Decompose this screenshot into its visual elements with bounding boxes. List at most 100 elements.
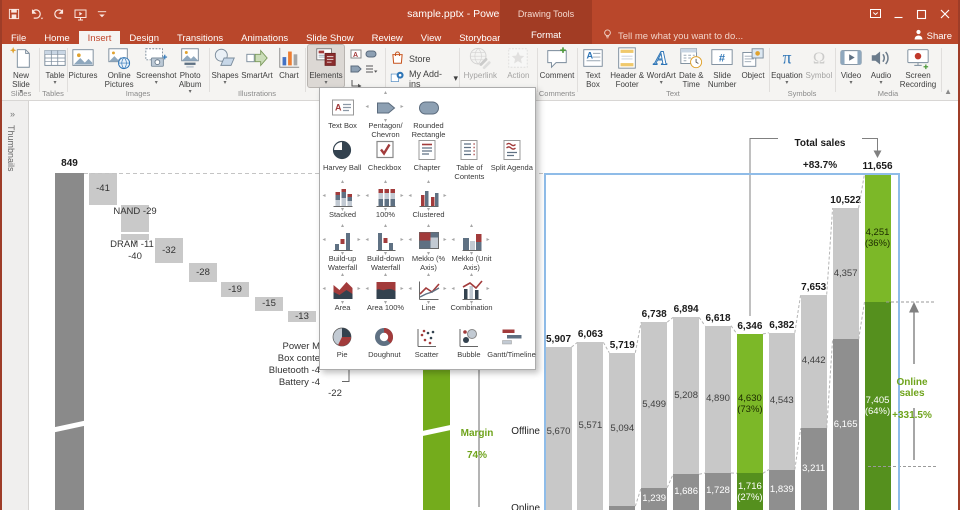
gallery-item-area[interactable]: ▴ ▾ ◂ ▸ Area <box>321 272 364 313</box>
tell-me-box[interactable]: Tell me what you want to do... <box>602 28 743 44</box>
button-chart[interactable]: Chart <box>274 45 304 81</box>
gallery-item-text-box[interactable]: A Text Box <box>321 96 364 139</box>
button-equation[interactable]: π Equation ▾ <box>770 45 804 87</box>
tab-format[interactable]: Format <box>500 28 592 44</box>
tab-review[interactable]: Review <box>371 33 403 44</box>
button-elements[interactable]: Elements ▾ <box>307 43 345 89</box>
nudge-arrow-icon: ▴ <box>469 272 474 278</box>
button-smartart[interactable]: SmartArt <box>240 45 274 81</box>
g-bubble-icon <box>456 325 482 349</box>
tab-animations[interactable]: Animations <box>241 33 289 44</box>
waterfall-item-label: Power M <box>282 341 320 352</box>
gallery-item-mekko-%-axis-[interactable]: ▴ ▾ ◂ ▸ Mekko (% Axis) <box>407 223 450 272</box>
gallery-item-checkbox[interactable]: Checkbox <box>363 138 405 181</box>
button-screen-recording[interactable]: Screen Recording <box>896 45 940 90</box>
button-row: Pictures Online Pictures Screenshot ▾ Photo … <box>68 45 208 96</box>
button-date-time[interactable]: Date & Time <box>676 45 706 90</box>
tab-design[interactable]: Design <box>129 33 159 44</box>
gallery-item-pie[interactable]: Pie <box>321 325 363 360</box>
tab-home[interactable]: Home <box>44 33 70 44</box>
gallery-item-build-down-waterfall[interactable]: ▴ ▾ ◂ ▸ Build-down Waterfall <box>364 223 407 272</box>
button-pictures[interactable]: Pictures <box>68 45 98 81</box>
gallery-item-bubble[interactable]: Bubble <box>448 325 490 360</box>
mini-textbox-icon[interactable]: A <box>350 48 364 62</box>
button-label: Audio <box>870 71 892 80</box>
gallery-item-area-100%[interactable]: ▴ ▾ ◂ ▸ Area 100% <box>364 272 407 313</box>
gallery-item-clustered[interactable]: ▴ ▾ ◂ ▸ Clustered <box>407 179 450 220</box>
tab-storyboarding[interactable]: Storyboarding <box>459 33 519 44</box>
mini-list-icon[interactable] <box>365 63 379 77</box>
gallery-item-harvey-ball[interactable]: Harvey Ball <box>321 138 363 181</box>
button-online-pictures[interactable]: Online Pictures <box>98 45 140 90</box>
action-icon <box>506 46 530 70</box>
gallery-item-pentagon-chevron[interactable]: ▴ ▾ ◂ ▸ Pentagon/ Chevron <box>364 90 407 139</box>
gallery-item-mekko-unit-axis-[interactable]: ▴ ▾ ◂ ▸ Mekko (Unit Axis) <box>450 223 493 272</box>
button-audio[interactable]: Audio ▾ <box>866 45 896 87</box>
offline-value-label: 5,499 <box>642 398 667 410</box>
gallery-item-table-of-contents[interactable]: Table of Contents <box>448 138 490 181</box>
ribbon-display-options-icon[interactable] <box>864 0 887 28</box>
tab-file[interactable]: File <box>11 33 27 44</box>
nudge-arrow-icon: ▾ <box>469 251 474 257</box>
g-checkbox-icon <box>372 138 398 162</box>
nudge-arrow-icon: ▾ <box>340 300 345 306</box>
save-icon[interactable] <box>8 8 20 20</box>
slide-canvas[interactable]: 849 -41 -32 -28 -19 -15 -13 NAND -29 DRAM -11 -40… <box>29 101 942 510</box>
tab-slide-show[interactable]: Slide Show <box>306 33 354 44</box>
button-label: Screen Recording <box>899 71 937 90</box>
button-store[interactable]: Store <box>390 50 431 67</box>
tab-view[interactable]: View <box>420 33 442 44</box>
gallery-item-line[interactable]: ▴ ▾ ◂ ▸ Line <box>407 272 450 313</box>
g-rounded-icon <box>416 96 442 120</box>
button-header-footer[interactable]: Header & Footer <box>608 45 646 90</box>
collapse-ribbon-icon[interactable]: ▲ <box>944 87 952 96</box>
close-icon[interactable] <box>933 0 956 28</box>
button-text-box[interactable]: A Text Box <box>578 45 608 90</box>
gallery-item-label: Pie <box>336 350 348 359</box>
dropdown-arrow-icon: ▾ <box>53 80 57 87</box>
gallery-item-stacked[interactable]: ▴ ▾ ◂ ▸ Stacked <box>321 179 364 220</box>
button-slide-number[interactable]: # Slide Number <box>706 45 738 90</box>
nudge-arrow-icon: ◂ <box>322 286 326 292</box>
button-video[interactable]: Video ▾ <box>836 45 866 87</box>
gallery-item-chapter[interactable]: Chapter <box>406 138 448 181</box>
button-photo-album[interactable]: Photo Album ▾ <box>172 45 208 96</box>
waterfall-step-label: -19 <box>228 283 242 295</box>
gallery-item-doughnut[interactable]: Doughnut <box>363 325 405 360</box>
button-comment[interactable]: Comment <box>539 45 576 81</box>
elements-icon <box>314 46 338 70</box>
button-shapes[interactable]: Shapes ▾ <box>210 45 240 87</box>
mini-pentagon-icon[interactable] <box>350 63 364 77</box>
button-object[interactable]: Object <box>738 45 768 81</box>
offline-value-label: 4,890 <box>706 393 730 405</box>
mini-rounded-rect-icon[interactable] <box>365 48 379 62</box>
gallery-item-rounded-rectangle[interactable]: Rounded Rectangle <box>407 96 450 139</box>
nudge-arrow-icon: ▾ <box>383 251 388 257</box>
gallery-item-combination[interactable]: ▴ ▾ ◂ ▸ Combination <box>450 272 493 313</box>
gallery-item-split-agenda[interactable]: Split Agenda <box>491 138 533 181</box>
g-area-icon: ▴ ▾ ◂ ▸ <box>323 272 361 306</box>
tab-insert[interactable]: Insert <box>78 31 121 47</box>
share-button[interactable]: Share <box>914 28 952 44</box>
minimize-icon[interactable] <box>887 0 910 28</box>
redo-icon[interactable] <box>53 8 65 20</box>
stacked-bar-total-label: 10,522 <box>830 195 861 207</box>
tab-transitions[interactable]: Transitions <box>177 33 224 44</box>
button-my-add-ins[interactable]: My Add-ins ▾ <box>390 69 458 89</box>
waterfall-step-label: -41 <box>96 183 110 194</box>
gallery-item-build-up-waterfall[interactable]: ▴ ▾ ◂ ▸ Build-up Waterfall <box>321 223 364 272</box>
gallery-item-scatter[interactable]: Scatter <box>406 325 448 360</box>
thumbnails-pane[interactable]: » Thumbnails <box>2 101 29 510</box>
maximize-icon[interactable] <box>910 0 933 28</box>
group-separator <box>39 48 40 92</box>
button-label: Hyperlink <box>463 71 497 80</box>
undo-icon[interactable] <box>29 8 44 20</box>
gallery-item-gantt-timeline[interactable]: Gantt/Timeline <box>487 325 536 360</box>
button-table[interactable]: Table ▾ <box>40 45 70 87</box>
button-new-slide[interactable]: New Slide ▾ <box>4 45 38 96</box>
customize-qat-icon[interactable] <box>96 8 108 20</box>
button-screenshot[interactable]: Screenshot ▾ <box>136 45 177 87</box>
slideshow-icon[interactable] <box>74 8 87 21</box>
button-wordart[interactable]: A WordArt ▾ <box>646 45 676 87</box>
gallery-item-100%[interactable]: ▴ ▾ ◂ ▸ 100% <box>364 179 407 220</box>
